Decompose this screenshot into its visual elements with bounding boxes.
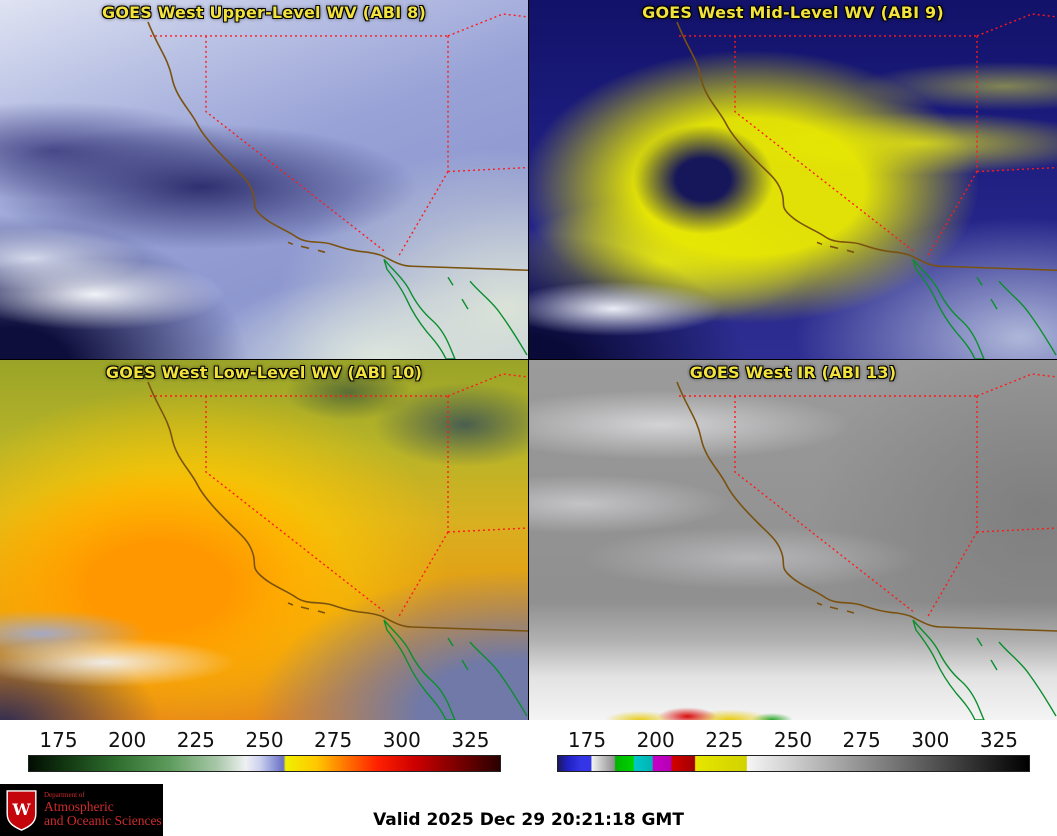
map-overlay — [676, 373, 1057, 720]
state-borders-lines — [679, 373, 1057, 619]
state-borders-lines — [150, 373, 528, 619]
satellite-imagery-abi9 — [529, 0, 1057, 359]
tick-label: 300 — [911, 728, 950, 752]
tick-label: 175 — [39, 728, 78, 752]
tick-label: 175 — [567, 728, 607, 752]
wv-colorbar-block: 175 200 225 250 275 300 325 — [0, 720, 529, 772]
crest-letter: W — [11, 800, 31, 819]
panel-ir: GOES West IR (ABI 13) — [529, 360, 1057, 720]
satellite-imagery-abi13 — [529, 360, 1057, 720]
tick-label: 225 — [705, 728, 744, 752]
baja-outline — [912, 258, 1057, 359]
wv-colorbar — [28, 755, 501, 772]
dept-line-small: Department of — [44, 791, 85, 800]
department-name: Department of Atmospheric and Oceanic Sc… — [44, 791, 162, 828]
map-overlay — [676, 13, 1057, 359]
tick-label: 250 — [773, 728, 813, 752]
satellite-imagery-abi8 — [0, 0, 528, 359]
coastline — [676, 21, 1057, 272]
state-borders-lines — [150, 13, 528, 258]
tick-label: 325 — [451, 728, 490, 752]
panel-title-abi13: GOES West IR (ABI 13) — [689, 363, 897, 382]
tick-label: 325 — [979, 728, 1019, 752]
panel-upper-level-wv: GOES West Upper-Level WV (ABI 8) — [0, 0, 529, 360]
tick-label: 275 — [842, 728, 881, 752]
panel-title-abi8: GOES West Upper-Level WV (ABI 8) — [102, 3, 426, 22]
tick-label: 250 — [245, 728, 284, 752]
satellite-imagery-abi10 — [0, 360, 528, 720]
map-overlay — [147, 13, 528, 359]
coastline — [147, 21, 528, 272]
panel-low-level-wv: GOES West Low-Level WV (ABI 10) — [0, 360, 529, 720]
quadrant-grid: GOES West Upper-Level WV (ABI 8) GOES We… — [0, 0, 1057, 720]
baja-outline — [383, 619, 528, 720]
valid-time-label: Valid 2025 Dec 29 20:21:18 GMT — [373, 810, 684, 830]
coastline — [676, 381, 1057, 632]
dept-line-1: Atmospheric — [44, 798, 114, 814]
dept-line-2: and Oceanic Sciences — [44, 812, 162, 828]
footer: W Department of Atmospheric and Oceanic … — [0, 784, 1057, 836]
coastline — [147, 381, 528, 632]
tick-label: 200 — [636, 728, 675, 752]
tick-label: 200 — [108, 728, 147, 752]
panel-title-abi9: GOES West Mid-Level WV (ABI 9) — [642, 3, 944, 22]
wv-colorbar-ticks: 175 200 225 250 275 300 325 — [36, 728, 494, 752]
baja-outline — [912, 619, 1057, 720]
ir-colorbar — [556, 755, 1030, 772]
uw-crest-icon: W — [6, 790, 37, 831]
tick-label: 225 — [176, 728, 215, 752]
ir-colorbar-block: 175 200 225 250 275 300 325 — [529, 720, 1057, 772]
university-logo: W Department of Atmospheric and Oceanic … — [0, 784, 163, 836]
state-borders-lines — [679, 13, 1057, 258]
tick-label: 275 — [314, 728, 353, 752]
baja-outline — [383, 258, 528, 359]
panel-title-abi10: GOES West Low-Level WV (ABI 10) — [105, 363, 423, 382]
tick-label: 300 — [382, 728, 421, 752]
panel-mid-level-wv: GOES West Mid-Level WV (ABI 9) — [529, 0, 1057, 360]
map-overlay — [147, 373, 528, 720]
colorbar-row: 175 200 225 250 275 300 325 175 200 225 … — [0, 720, 1057, 784]
ir-colorbar-ticks: 175 200 225 250 275 300 325 — [564, 728, 1022, 752]
